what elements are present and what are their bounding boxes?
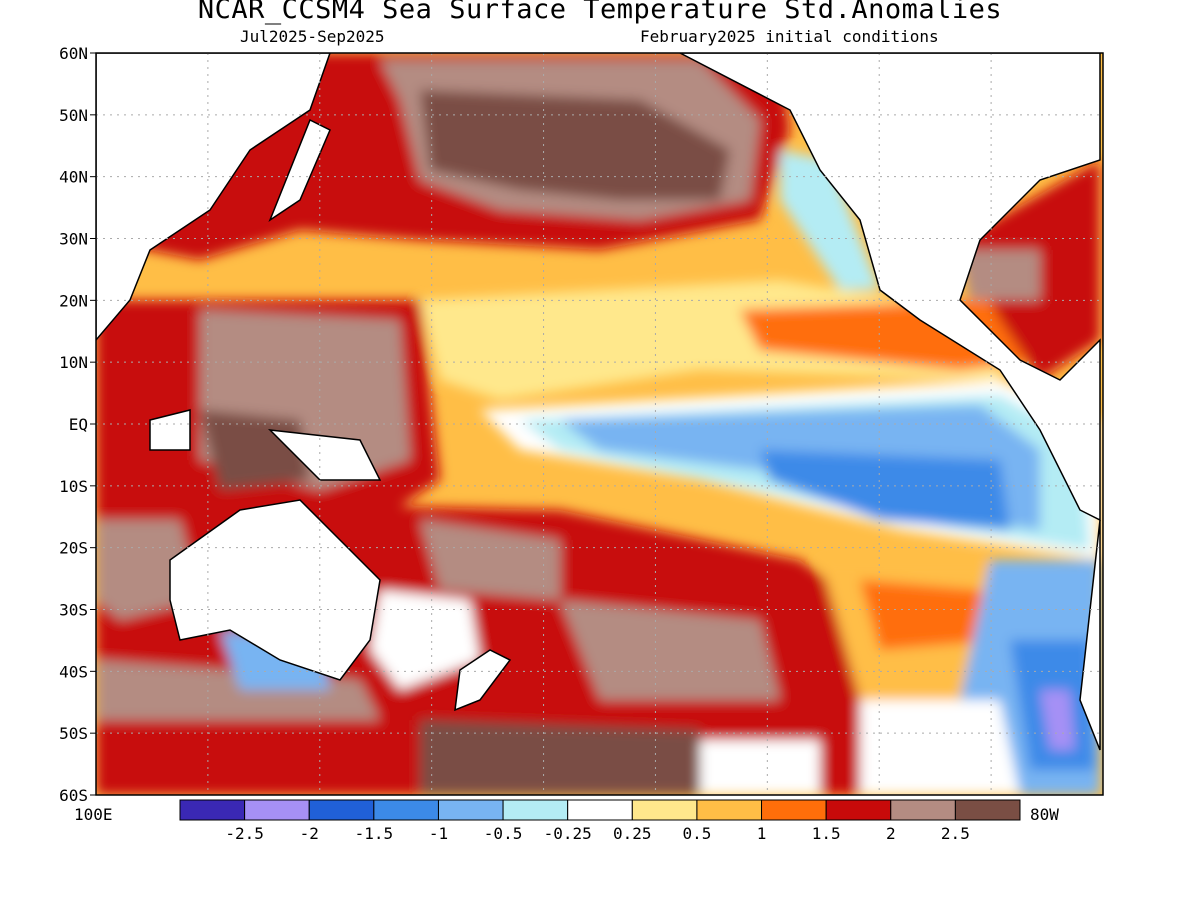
anomaly-shape-23 [1040, 690, 1075, 750]
colorbar-label: -2 [300, 824, 319, 843]
colorbar-swatch [373, 799, 439, 821]
anomaly-shape-29 [960, 250, 1040, 300]
forecast-period: Jul2025-Sep2025 [240, 27, 385, 46]
lat-label: 50S [59, 724, 88, 743]
lat-label: 20N [59, 291, 88, 310]
lat-label: 20S [59, 539, 88, 558]
colorbar-swatch [825, 799, 892, 821]
land-borneo [149, 409, 191, 451]
colorbar-swatch [954, 799, 1021, 821]
colorbar-label: 2.5 [941, 824, 970, 843]
colorbar-label: -1.5 [355, 824, 394, 843]
colorbar-label: 2 [886, 824, 896, 843]
anomaly-shape-27 [700, 740, 820, 795]
anomaly-shape-12 [760, 450, 1010, 530]
land-australia [169, 499, 381, 681]
colorbar-label: 0.25 [613, 824, 652, 843]
colorbar-swatch [437, 799, 504, 821]
land-asia [96, 53, 331, 342]
colorbar-swatch [308, 799, 375, 821]
anomaly-shape-20 [860, 580, 1000, 650]
colorbar-label: 1.5 [812, 824, 841, 843]
anomaly-shape-16 [560, 600, 780, 700]
lat-label: 10S [59, 477, 88, 496]
initial-conditions: February2025 initial conditions [640, 27, 939, 46]
colorbar-label: -0.5 [484, 824, 523, 843]
anomaly-shape-3 [420, 90, 730, 200]
colorbar-label: -2.5 [225, 824, 264, 843]
colorbar-swatch [244, 799, 310, 821]
anomaly-field [96, 53, 1103, 795]
colorbar-label: -1 [429, 824, 448, 843]
lat-label: 40N [59, 168, 88, 187]
land-japan [268, 118, 331, 222]
anomaly-shape-30 [780, 150, 880, 290]
colorbar-label: 1 [757, 824, 767, 843]
anomaly-shape-17 [96, 660, 380, 720]
colorbar-label: 0.5 [682, 824, 711, 843]
lon-right-label: 80W [1030, 805, 1059, 824]
colorbar: -2.5 -2 -1.5 -1 -0.5 -0.25 0.25 0.5 1 1.5 2 2.5 [179, 799, 1021, 843]
colorbar-swatch [567, 799, 633, 821]
anomaly-shape-24 [860, 700, 1020, 795]
lon-left-label: 100E [74, 805, 113, 824]
map-title: NCAR_CCSM4 Sea Surface Temperature Std.A… [197, 0, 1003, 25]
lat-label: 60S [59, 786, 88, 805]
colorbar-swatch [179, 799, 246, 821]
anomaly-shape-18 [420, 720, 700, 795]
lat-label: 10N [59, 353, 88, 372]
lat-label: 50N [59, 106, 88, 125]
colorbar-label: -0.25 [544, 824, 592, 843]
colorbar-swatch [502, 799, 569, 821]
lat-label: 30S [59, 601, 88, 620]
land-new-zealand [454, 649, 512, 712]
anomaly-shape-15 [420, 520, 560, 600]
lat-label: EQ [69, 415, 88, 434]
grid-lines [96, 53, 1103, 795]
land-new-guinea [267, 429, 382, 481]
lat-label: 40S [59, 662, 88, 681]
colorbar-swatch [696, 799, 763, 821]
lat-axis: 60N 50N 40N 30N 20N 10N EQ 10S 20S 30S 40S 50S 60S [59, 44, 96, 805]
colorbar-swatch [890, 799, 956, 821]
lat-label: 60N [59, 44, 88, 63]
anomaly-shape-25 [370, 590, 480, 690]
lat-label: 30N [59, 230, 88, 249]
anomaly-shape-6 [200, 410, 310, 490]
colorbar-swatch [631, 799, 698, 821]
colorbar-swatch [761, 799, 827, 821]
